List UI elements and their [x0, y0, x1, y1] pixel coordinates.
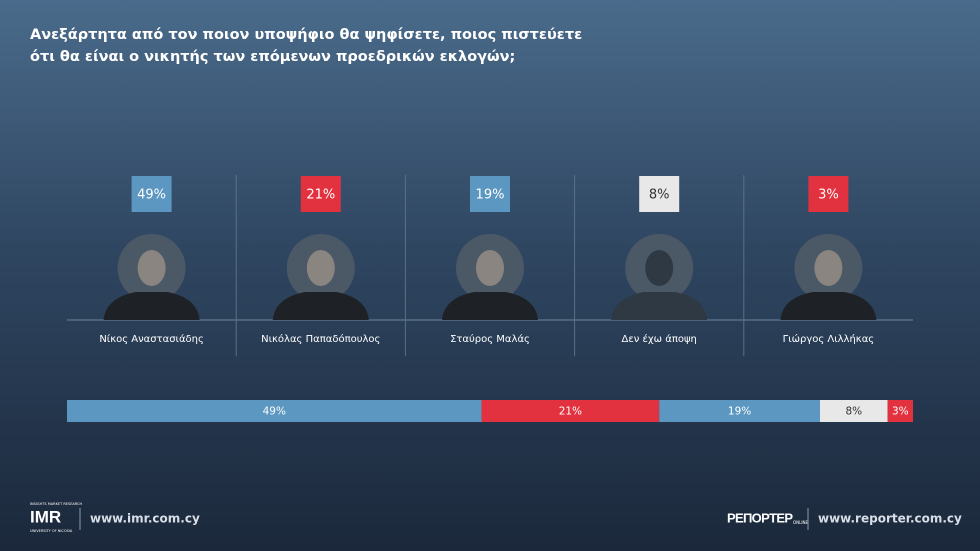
portrait-body	[780, 292, 877, 320]
portrait-body	[442, 292, 538, 320]
badge-label: 3%	[818, 188, 839, 203]
segment-label: 19%	[728, 406, 751, 418]
portrait-head	[814, 250, 843, 286]
portrait-body	[611, 292, 708, 320]
portrait-head	[306, 250, 335, 286]
bar-segment	[819, 400, 888, 422]
chart-title: Ανεξάρτητα από τον ποιον υποψήφιο θα ψηφ…	[30, 27, 583, 65]
badge-label: 8%	[649, 188, 670, 203]
imr-university: UNIVERSITY OF NICOSIA	[30, 529, 73, 533]
value-badge	[639, 176, 680, 212]
imr-tagline: INSIGHTS MARKET RESEARCH	[30, 502, 82, 506]
candidate-name: Νίκος Αναστασιάδης	[99, 333, 204, 345]
portrait-body	[272, 292, 369, 320]
candidate-name: Νικόλας Παπαδόπουλος	[261, 333, 380, 345]
imr-logo: IMR	[30, 507, 61, 526]
reporter-logo: ΡΕΠΟΡΤΕΡ	[727, 510, 793, 525]
segment-label: 49%	[263, 406, 286, 418]
value-badge	[470, 176, 510, 212]
badge-label: 49%	[137, 188, 166, 203]
portrait-head	[137, 250, 166, 286]
value-badge	[131, 176, 172, 212]
segment-label: 21%	[559, 406, 582, 418]
imr-url: www.imr.com.cy	[90, 512, 200, 526]
value-badge	[300, 176, 341, 212]
bar-segment	[659, 400, 820, 422]
bar-segment	[887, 400, 913, 422]
bar-segment	[67, 400, 482, 422]
bar-segment	[481, 400, 660, 422]
reporter-url: www.reporter.com.cy	[818, 512, 962, 526]
candidate-name: Γιώργος Λιλλήκας	[783, 333, 875, 345]
segment-label: 8%	[845, 406, 862, 418]
reporter-logo-suffix: ONLINE	[793, 520, 809, 525]
portrait-body	[103, 292, 200, 320]
value-badge	[808, 176, 849, 212]
badge-label: 19%	[476, 188, 505, 203]
portrait-head	[476, 250, 504, 286]
badge-label: 21%	[306, 188, 335, 203]
candidate-name: Δεν έχω άποψη	[621, 333, 696, 345]
candidate-name: Σταύρος Μαλάς	[450, 333, 530, 345]
portrait-head	[645, 250, 674, 286]
segment-label: 3%	[892, 406, 909, 418]
